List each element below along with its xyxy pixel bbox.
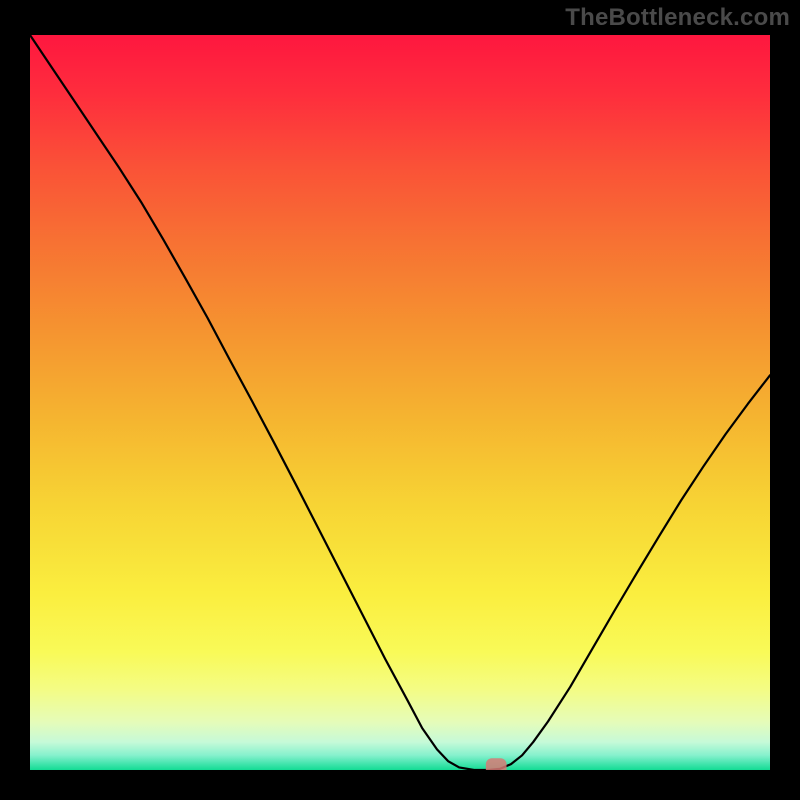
chart-frame: TheBottleneck.com (0, 0, 800, 800)
optimal-marker (486, 758, 507, 770)
bottleneck-plot (30, 35, 770, 770)
plot-svg (30, 35, 770, 770)
watermark-text: TheBottleneck.com (565, 4, 790, 32)
plot-background (30, 35, 770, 770)
